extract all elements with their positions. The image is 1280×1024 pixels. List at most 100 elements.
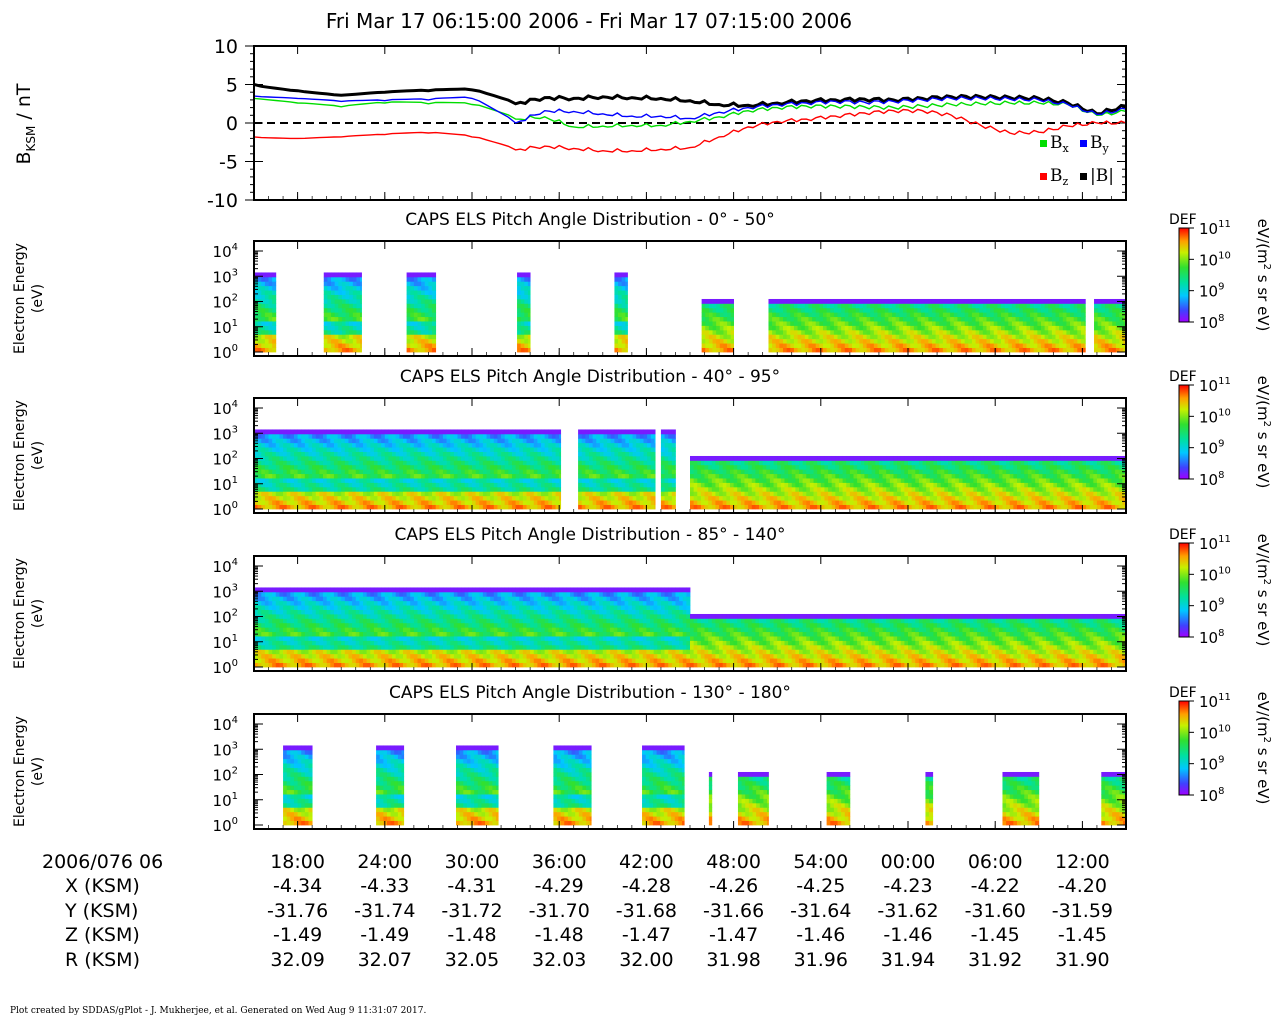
heatmap-cell	[871, 460, 876, 466]
heatmap-cell	[855, 347, 860, 353]
heatmap-cell	[924, 312, 929, 318]
heatmap-cell	[559, 464, 562, 470]
heatmap-cell	[875, 478, 880, 483]
heatmap-cell	[417, 433, 422, 439]
heatmap-cell	[555, 504, 560, 510]
heatmap-cell	[866, 329, 871, 335]
heatmap-cell	[334, 334, 339, 340]
heatmap-cell	[501, 447, 506, 452]
heatmap-cell	[935, 316, 940, 322]
heatmap-cell	[275, 491, 280, 497]
heatmap-cell	[261, 312, 266, 318]
heatmap-cell	[908, 491, 913, 497]
heatmap-cell	[786, 334, 791, 340]
heatmap-cell	[388, 500, 393, 505]
heatmap-cell	[913, 303, 918, 309]
heatmap-cell	[301, 433, 306, 439]
heatmap-cell	[964, 329, 969, 335]
heatmap-cell	[268, 473, 273, 479]
heatmap-cell	[964, 307, 969, 313]
heatmap-cell	[788, 464, 793, 470]
heatmap-cell	[700, 491, 705, 497]
heatmap-cell	[817, 491, 822, 497]
heatmap-cell	[490, 442, 495, 448]
heatmap-cell	[599, 451, 604, 457]
heatmap-cell	[993, 329, 998, 335]
heatmap-cell	[722, 482, 727, 488]
heatmap-cell	[524, 312, 529, 318]
heatmap-cell	[290, 491, 295, 497]
heatmap-cell	[548, 478, 553, 483]
heatmap-cell	[715, 473, 720, 479]
heatmap-cell	[918, 469, 923, 475]
heatmap-cell	[892, 307, 897, 313]
heatmap-cell	[279, 478, 284, 483]
heatmap-cell	[1026, 298, 1031, 304]
heatmap-cell	[515, 495, 520, 501]
heatmap-cell	[254, 478, 259, 483]
heatmap-cell	[522, 464, 527, 470]
heatmap-cell	[352, 464, 357, 470]
heatmap-cell	[406, 473, 411, 479]
heatmap-cell	[504, 433, 509, 439]
heatmap-cell	[370, 486, 375, 492]
heatmap-cell	[406, 285, 411, 291]
heatmap-cell	[559, 438, 562, 444]
heatmap-cell	[712, 329, 717, 335]
heatmap-cell	[621, 455, 626, 461]
heatmap-cell	[881, 303, 886, 309]
heatmap-cell	[660, 478, 665, 483]
heatmap-cell	[352, 347, 357, 353]
heatmap-cell	[904, 486, 909, 492]
heatmap-cell	[344, 482, 349, 488]
heatmap-cell	[596, 455, 601, 461]
heatmap-cell	[990, 325, 995, 331]
heatmap-cell	[504, 491, 509, 497]
heatmap-cell	[585, 433, 590, 439]
heatmap-cell	[628, 482, 633, 488]
heatmap-cell	[917, 303, 922, 309]
heatmap-cell	[759, 491, 764, 497]
heatmap-cell	[700, 469, 705, 475]
heatmap-cell	[596, 486, 601, 492]
heatmap-cell	[899, 303, 904, 309]
heatmap-cell	[319, 491, 324, 497]
heatmap-cell	[961, 321, 966, 326]
heatmap-cell	[1073, 321, 1078, 326]
heatmap-cell	[831, 460, 836, 466]
heatmap-cell	[997, 329, 1002, 335]
heatmap-cell	[341, 338, 346, 344]
heatmap-cell	[650, 504, 655, 510]
heatmap-cell	[402, 438, 407, 444]
heatmap-cell	[526, 438, 531, 444]
heatmap-cell	[775, 334, 780, 340]
heatmap-cell	[388, 460, 393, 466]
heatmap-cell	[588, 504, 594, 510]
heatmap-cell	[921, 347, 926, 353]
heatmap-cell	[341, 491, 346, 497]
heatmap-cell	[910, 329, 915, 335]
heatmap-cell	[551, 451, 556, 457]
heatmap-cell	[772, 329, 777, 335]
heatmap-cell	[596, 491, 601, 497]
heatmap-cell	[527, 321, 531, 326]
heatmap-cell	[1123, 338, 1127, 344]
heatmap-cell	[522, 451, 527, 457]
heatmap-cell	[822, 325, 828, 331]
heatmap-cell	[809, 486, 814, 492]
heatmap-cell	[791, 495, 796, 501]
heatmap-cell	[283, 455, 288, 461]
heatmap-cell	[334, 312, 339, 318]
heatmap-cell	[855, 307, 860, 313]
heatmap-cell	[773, 473, 778, 479]
heatmap-cell	[370, 469, 375, 475]
heatmap-cell	[801, 307, 806, 313]
heatmap-cell	[614, 500, 619, 505]
heatmap-cell	[723, 298, 728, 304]
heatmap-cell	[690, 495, 695, 501]
heatmap-cell	[272, 464, 277, 470]
heatmap-cell	[748, 469, 753, 475]
heatmap-cell	[921, 343, 926, 348]
heatmap-cell	[719, 504, 724, 510]
